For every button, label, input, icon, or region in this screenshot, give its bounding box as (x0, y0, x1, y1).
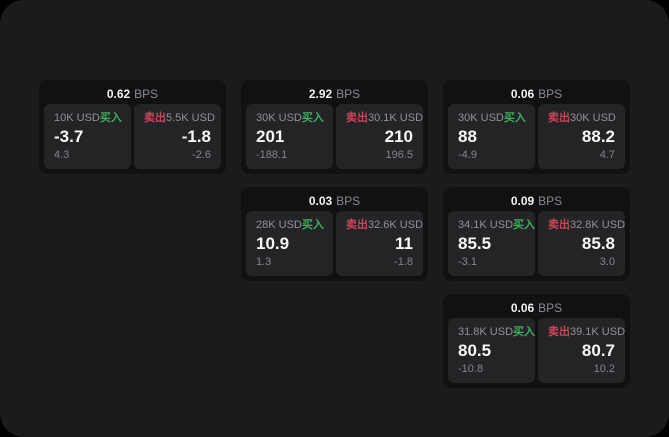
sell-change: 3.0 (599, 256, 615, 268)
bps-unit-label: BPS (336, 87, 361, 101)
sell-tag: 卖出 (548, 112, 570, 124)
sell-amount: 32.8K USD (570, 219, 626, 231)
buy-change: -3.1 (458, 256, 477, 268)
sell-tag: 卖出 (346, 219, 368, 231)
quote-panels: 30K USD 买入 201 -188.1 卖出 30.1K USD 210 1… (246, 104, 423, 169)
sell-change: -1.8 (394, 256, 413, 268)
sell-amount: 5.5K USD (166, 112, 215, 124)
buy-change: -4.9 (458, 149, 477, 161)
buy-change: -188.1 (256, 149, 288, 161)
buy-price: 80.5 (458, 341, 492, 360)
sell-tag: 卖出 (144, 112, 166, 124)
buy-tag: 买入 (301, 112, 324, 124)
buy-panel[interactable]: 10K USD 买入 -3.7 4.3 (44, 104, 131, 169)
sell-panel[interactable]: 卖出 30K USD 88.2 4.7 (538, 104, 625, 169)
bps-value: 0.03 (308, 194, 333, 208)
bps-unit-label: BPS (336, 194, 361, 208)
buy-amount: 10K USD (54, 112, 100, 124)
buy-amount: 30K USD (256, 112, 302, 124)
sell-panel[interactable]: 卖出 5.5K USD -1.8 -2.6 (134, 104, 221, 169)
buy-price: 10.9 (256, 234, 290, 253)
buy-amount: 28K USD (256, 219, 302, 231)
bps-unit-label: BPS (134, 87, 159, 101)
quote-card-1: 0.62 BPS 10K USD 买入 -3.7 4.3 卖出 5.5K USD (39, 80, 226, 174)
sell-panel[interactable]: 卖出 32.8K USD 85.8 3.0 (538, 211, 625, 276)
buy-panel[interactable]: 30K USD 买入 201 -188.1 (246, 104, 333, 169)
quote-card-2: 2.92 BPS 30K USD 买入 201 -188.1 卖出 30.1K U… (241, 80, 428, 174)
sell-change: 196.5 (385, 149, 413, 161)
bps-unit-label: BPS (538, 194, 563, 208)
sell-panel[interactable]: 卖出 39.1K USD 80.7 10.2 (538, 318, 625, 383)
quote-card-grid: 0.62 BPS 10K USD 买入 -3.7 4.3 卖出 5.5K USD (39, 80, 630, 388)
quote-panels: 30K USD 买入 88 -4.9 卖出 30K USD 88.2 4.7 (448, 104, 625, 169)
sell-change: 10.2 (593, 363, 615, 375)
buy-tag: 买入 (503, 112, 526, 124)
card-header: 0.62 BPS (44, 84, 221, 104)
card-header: 0.06 BPS (448, 84, 625, 104)
sell-change: 4.7 (599, 149, 615, 161)
sell-price: 80.7 (581, 341, 615, 360)
buy-panel[interactable]: 34.1K USD 买入 85.5 -3.1 (448, 211, 535, 276)
buy-change: 4.3 (54, 149, 70, 161)
sell-tag: 卖出 (548, 326, 570, 338)
sell-amount: 32.6K USD (368, 219, 424, 231)
buy-tag: 买入 (301, 219, 324, 231)
buy-panel[interactable]: 28K USD 买入 10.9 1.3 (246, 211, 333, 276)
buy-amount: 30K USD (458, 112, 504, 124)
buy-tag: 买入 (513, 326, 536, 338)
sell-panel[interactable]: 卖出 32.6K USD 11 -1.8 (336, 211, 423, 276)
buy-tag: 买入 (513, 219, 536, 231)
card-header: 0.06 BPS (448, 298, 625, 318)
buy-change: 1.3 (256, 256, 272, 268)
sell-tag: 卖出 (346, 112, 368, 124)
sell-amount: 30K USD (570, 112, 616, 124)
buy-panel[interactable]: 31.8K USD 买入 80.5 -10.8 (448, 318, 535, 383)
bps-value: 0.09 (510, 194, 535, 208)
sell-amount: 39.1K USD (570, 326, 626, 338)
buy-change: -10.8 (458, 363, 484, 375)
buy-price: -3.7 (54, 127, 84, 146)
quote-panels: 34.1K USD 买入 85.5 -3.1 卖出 32.8K USD 85.8… (448, 211, 625, 276)
sell-change: -2.6 (192, 149, 211, 161)
quote-panels: 10K USD 买入 -3.7 4.3 卖出 5.5K USD -1.8 -2.… (44, 104, 221, 169)
quote-card-6: 0.06 BPS 31.8K USD 买入 80.5 -10.8 卖出 39.1K… (443, 294, 630, 388)
sell-price: 85.8 (581, 234, 615, 253)
card-header: 0.03 BPS (246, 191, 423, 211)
sell-amount: 30.1K USD (368, 112, 424, 124)
sell-price: 210 (384, 127, 413, 146)
buy-price: 201 (256, 127, 285, 146)
sell-price: 88.2 (581, 127, 615, 146)
quote-card-3: 0.06 BPS 30K USD 买入 88 -4.9 卖出 30K USD (443, 80, 630, 174)
bps-value: 0.06 (510, 87, 535, 101)
bps-unit-label: BPS (538, 87, 563, 101)
card-header: 0.09 BPS (448, 191, 625, 211)
bps-unit-label: BPS (538, 301, 563, 315)
buy-amount: 34.1K USD (458, 219, 514, 231)
buy-price: 85.5 (458, 234, 492, 253)
bps-value: 0.62 (106, 87, 131, 101)
bps-value: 0.06 (510, 301, 535, 315)
buy-tag: 买入 (99, 112, 122, 124)
buy-amount: 31.8K USD (458, 326, 514, 338)
sell-panel[interactable]: 卖出 30.1K USD 210 196.5 (336, 104, 423, 169)
sell-price: -1.8 (181, 127, 211, 146)
quote-card-4: 0.03 BPS 28K USD 买入 10.9 1.3 卖出 32.6K USD (241, 187, 428, 281)
quote-panels: 28K USD 买入 10.9 1.3 卖出 32.6K USD 11 -1.8 (246, 211, 423, 276)
sell-tag: 卖出 (548, 219, 570, 231)
quote-panels: 31.8K USD 买入 80.5 -10.8 卖出 39.1K USD 80.… (448, 318, 625, 383)
buy-price: 88 (458, 127, 477, 146)
buy-panel[interactable]: 30K USD 买入 88 -4.9 (448, 104, 535, 169)
bps-value: 2.92 (308, 87, 333, 101)
sell-price: 11 (395, 234, 413, 253)
quote-card-5: 0.09 BPS 34.1K USD 买入 85.5 -3.1 卖出 32.8K … (443, 187, 630, 281)
card-header: 2.92 BPS (246, 84, 423, 104)
